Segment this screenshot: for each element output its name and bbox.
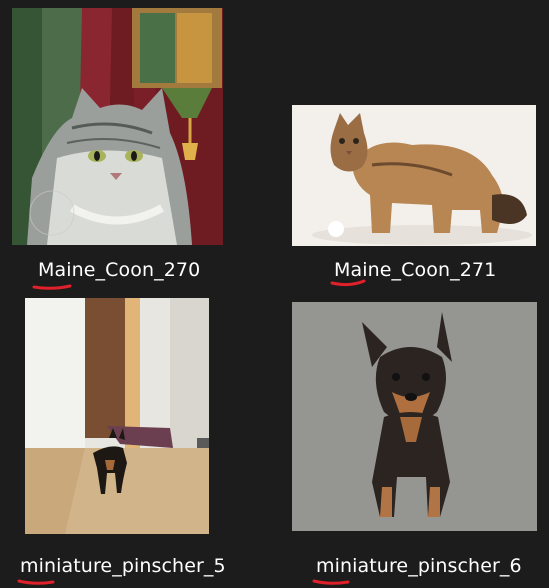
red-underline-annotation bbox=[312, 579, 350, 585]
red-underline-annotation bbox=[32, 284, 72, 290]
file-item-miniature-pinscher-5[interactable]: miniature_pinscher_5 bbox=[0, 292, 270, 588]
thumbnail-brown-tabby-cat-photo[interactable] bbox=[292, 105, 536, 246]
red-underline-annotation bbox=[330, 279, 366, 287]
file-name-label[interactable]: Maine_Coon_271 bbox=[334, 259, 497, 281]
file-item-miniature-pinscher-6[interactable]: miniature_pinscher_6 bbox=[270, 292, 549, 588]
file-name-label[interactable]: Maine_Coon_270 bbox=[38, 259, 201, 281]
red-underline-annotation bbox=[17, 579, 55, 585]
file-name-label[interactable]: miniature_pinscher_6 bbox=[316, 555, 522, 577]
file-name-label[interactable]: miniature_pinscher_5 bbox=[20, 555, 226, 577]
thumbnail-min-pin-on-carpet-photo[interactable] bbox=[292, 302, 537, 531]
file-item-maine-coon-270[interactable]: Maine_Coon_270 bbox=[0, 0, 270, 292]
file-item-maine-coon-271[interactable]: Maine_Coon_271 bbox=[270, 0, 549, 292]
thumbnail-gray-tabby-cat-painting[interactable] bbox=[12, 8, 223, 245]
thumbnail-small-dog-in-hallway-photo[interactable] bbox=[25, 298, 209, 534]
